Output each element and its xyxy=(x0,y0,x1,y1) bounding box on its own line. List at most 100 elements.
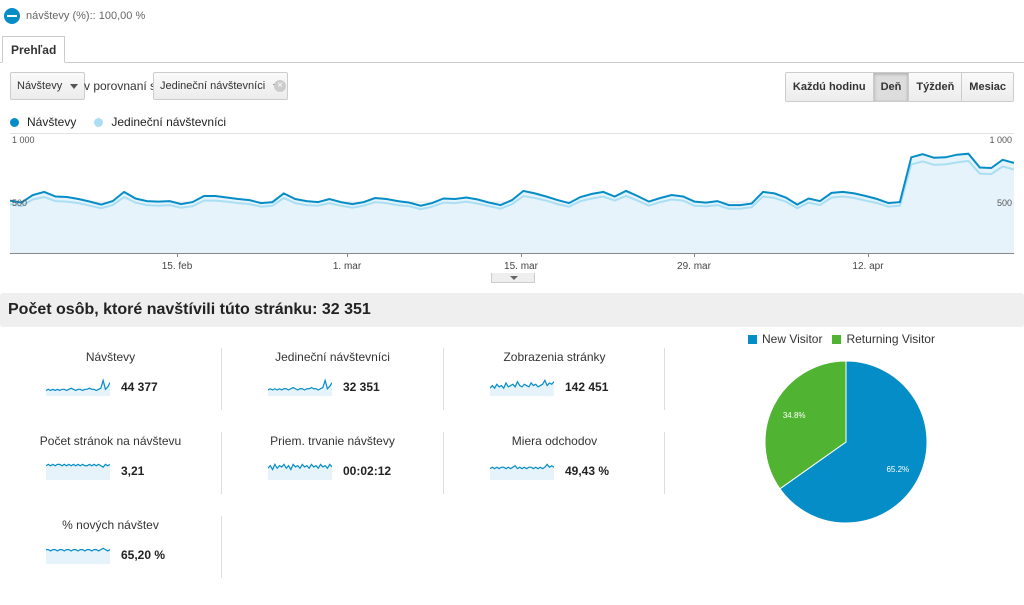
legend-square-icon xyxy=(832,334,842,344)
sparkline-line xyxy=(490,379,554,390)
metric-card[interactable]: % nových návštev 65,20 % xyxy=(0,508,221,588)
sparkline-area xyxy=(268,464,332,480)
series-line-visits[interactable] xyxy=(10,152,1014,207)
metric-value: 65,20 % xyxy=(121,548,166,562)
tab-bar: Prehľad xyxy=(0,36,1024,63)
metric-sparkline xyxy=(268,378,332,396)
metric-sparkline xyxy=(46,378,110,396)
chevron-down-icon xyxy=(70,84,79,89)
pie-label-new-visitor: 65.2% xyxy=(886,465,909,474)
x-tick-label: 15. mar xyxy=(504,261,539,272)
metric-divider xyxy=(221,516,222,578)
pie-legend-returning-visitor[interactable]: Returning Visitor xyxy=(832,332,935,346)
metric-label: Návštevy xyxy=(85,350,136,364)
metric-label: Zobrazenia stránky xyxy=(503,350,606,364)
month-button[interactable]: Mesiac xyxy=(962,73,1013,101)
metric-label: Priem. trvanie návštevy xyxy=(270,434,395,448)
compare-label: v porovnaní s xyxy=(84,79,157,93)
x-tick-label: 12. apr xyxy=(852,261,884,272)
compare-dropdown-label: Jedineční návštevníci xyxy=(160,80,266,92)
metric-value: 32 351 xyxy=(343,380,380,394)
sparkline-area xyxy=(268,380,332,396)
week-button[interactable]: Týždeň xyxy=(909,73,963,101)
sparkline-area xyxy=(46,548,110,564)
legend-label: Návštevy xyxy=(27,115,77,129)
metric-divider xyxy=(664,432,665,494)
pie-legend: New Visitor Returning Visitor xyxy=(748,332,945,346)
x-tick-label: 15. feb xyxy=(162,261,193,272)
visitor-type-pie-chart[interactable]: 65.2% 34.8% xyxy=(764,360,928,524)
legend-square-icon xyxy=(748,334,757,344)
chart-controls: Návštevy v porovnaní s Jedineční návštev… xyxy=(0,72,1024,102)
metric-divider xyxy=(443,432,444,494)
legend-item-unique-visitors[interactable]: Jedineční návštevníci xyxy=(94,115,226,129)
y-tick-label-right: 500 xyxy=(997,198,1012,208)
visits-line-chart[interactable]: 1 000 1 000 500 500 15. feb 1. mar 15. mar 29. … xyxy=(10,133,1014,273)
sparkline-area xyxy=(490,380,554,396)
summary-header: Počet osôb, ktoré navštívili túto stránk… xyxy=(0,293,1024,327)
metrics-grid: Návštevy 44 377 Jedineční návštevníci 32 35… xyxy=(0,340,700,600)
metric-card[interactable]: Počet stránok na návštevu 3,21 xyxy=(0,424,221,504)
metric-value: 142 451 xyxy=(565,380,609,394)
metric-card[interactable]: Priem. trvanie návštevy 00:02:12 xyxy=(222,424,443,504)
metric-value: 44 377 xyxy=(121,380,158,394)
metric-card[interactable]: Miera odchodov 49,43 % xyxy=(444,424,665,504)
sparkline-line xyxy=(268,378,332,391)
sparkline-area xyxy=(46,464,110,480)
metric-value: 00:02:12 xyxy=(343,464,392,478)
metric-sparkline xyxy=(46,463,110,480)
y-tick-label-left: 500 xyxy=(12,198,27,208)
series-line-unique-visitors[interactable] xyxy=(10,159,1014,211)
compare-metric-dropdown[interactable]: Jedineční návštevníci xyxy=(153,72,289,100)
pie-label-returning-visitor: 34.8% xyxy=(783,411,806,420)
metric-label: Jedineční návštevníci xyxy=(275,350,390,364)
chart-expand-handle[interactable] xyxy=(491,273,535,283)
hourly-button[interactable]: Každú hodinu xyxy=(785,73,874,101)
pie-slice-returning-visitor[interactable] xyxy=(764,360,847,490)
metric-card[interactable]: Jedineční návštevníci 32 351 xyxy=(222,340,443,420)
sparkline-line xyxy=(46,463,110,468)
pie-slice-new-visitor[interactable] xyxy=(779,360,928,524)
metric-value: 3,21 xyxy=(121,464,145,478)
chart-legend: Návštevy Jedineční návštevníci xyxy=(10,114,244,130)
y-tick-label-left: 1 000 xyxy=(12,135,35,145)
sparkline-line xyxy=(46,547,110,552)
sparkline-line xyxy=(268,463,332,471)
segment-bar: návštevy (%):: 100,00 % xyxy=(0,0,1024,32)
metric-value: 49,43 % xyxy=(565,464,610,478)
metric-dropdown[interactable]: Návštevy xyxy=(10,72,86,100)
metric-label: % nových návštev xyxy=(62,518,159,532)
tab-overview[interactable]: Prehľad xyxy=(2,36,66,63)
metric-sparkline xyxy=(490,379,554,396)
clear-compare-icon[interactable]: × xyxy=(274,80,286,92)
x-tick-label: 29. mar xyxy=(677,261,712,272)
day-button[interactable]: Deň xyxy=(873,73,910,101)
segment-label: návštevy (%):: 100,00 % xyxy=(26,10,146,22)
granularity-buttons: Každú hodinu Deň Týždeň Mesiac xyxy=(784,72,1014,102)
sparkline-line xyxy=(490,463,554,470)
metric-label: Miera odchodov xyxy=(511,434,598,448)
metric-divider xyxy=(664,348,665,410)
y-tick-label-right: 1 000 xyxy=(989,135,1012,145)
legend-dot-icon xyxy=(94,117,104,127)
metric-divider xyxy=(221,348,222,410)
pie-legend-label: New Visitor xyxy=(762,332,823,346)
sparkline-line xyxy=(46,378,110,392)
metric-sparkline xyxy=(46,547,110,564)
metric-dropdown-label: Návštevy xyxy=(17,80,63,92)
metric-card[interactable]: Zobrazenia stránky 142 451 xyxy=(444,340,665,420)
legend-item-visits[interactable]: Návštevy xyxy=(10,115,76,129)
metric-divider xyxy=(221,432,222,494)
pie-legend-label: Returning Visitor xyxy=(846,332,935,346)
legend-label: Jedineční návštevníci xyxy=(111,115,227,129)
legend-dot-icon xyxy=(10,117,19,127)
metric-sparkline xyxy=(490,463,554,480)
sparkline-area xyxy=(490,464,554,480)
metric-divider xyxy=(443,348,444,410)
metric-card[interactable]: Návštevy 44 377 xyxy=(0,340,221,420)
x-tick-label: 1. mar xyxy=(333,261,362,272)
sparkline-area xyxy=(46,380,110,396)
metric-sparkline xyxy=(268,463,332,480)
metric-label: Počet stránok na návštevu xyxy=(39,434,182,448)
pie-legend-new-visitor[interactable]: New Visitor xyxy=(748,332,822,346)
